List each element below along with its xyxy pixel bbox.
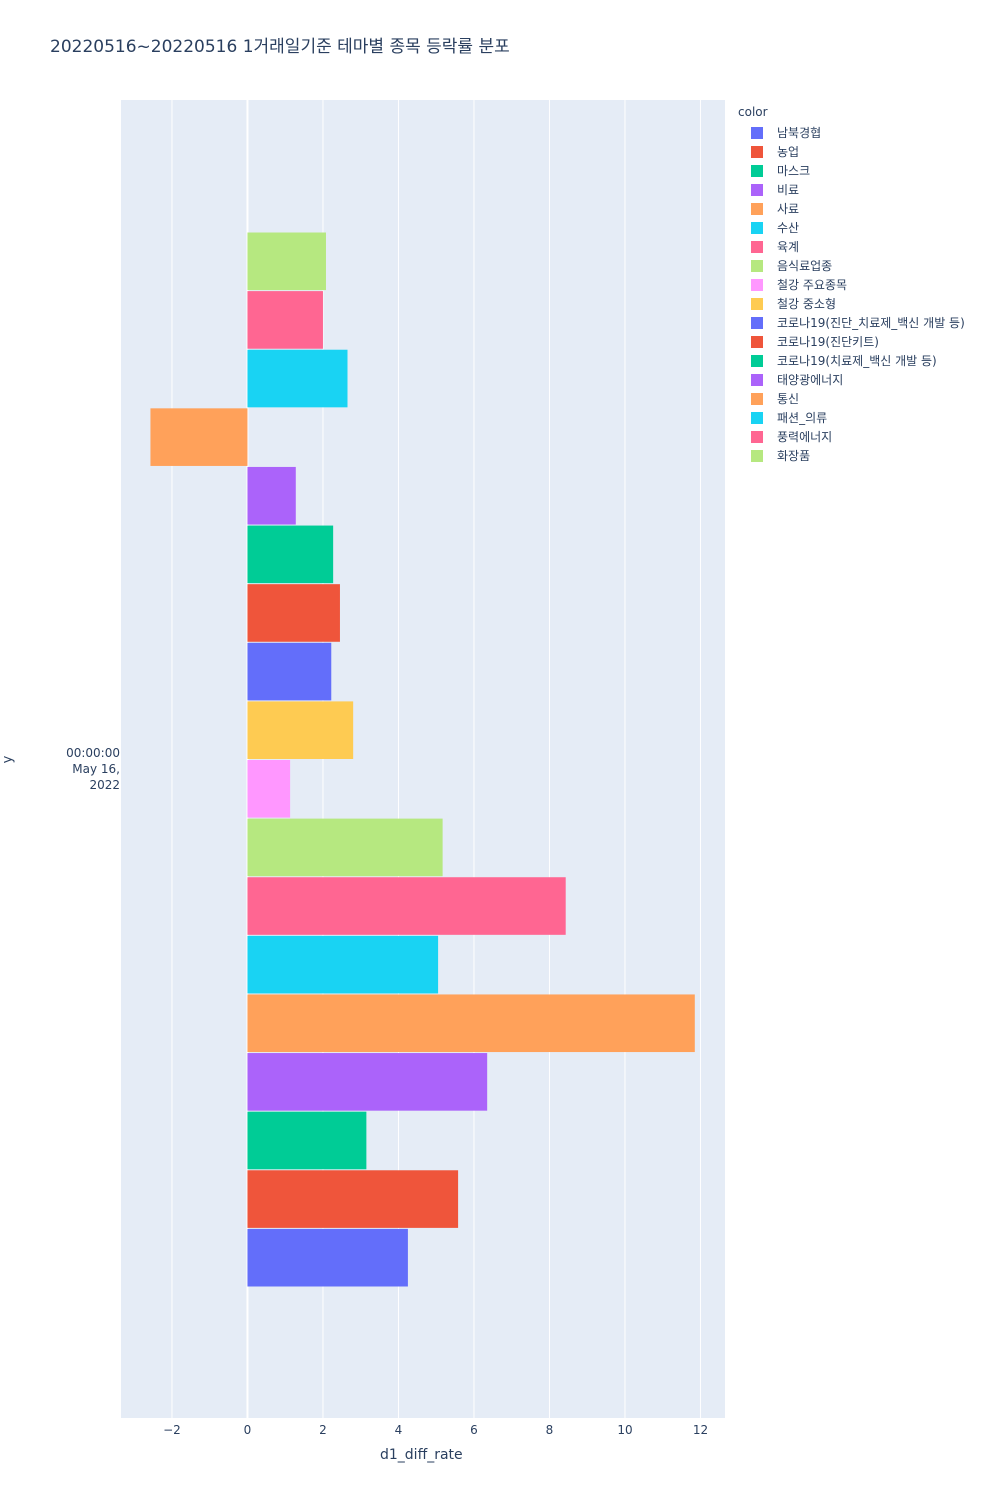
chart-title: 20220516~20220516 1거래일기준 테마별 종목 등락률 분포 — [50, 37, 510, 57]
legend-item[interactable]: 코로나19(치료제_백신 개발 등) — [738, 351, 965, 370]
legend-swatch — [751, 145, 763, 158]
legend-swatch — [751, 335, 763, 348]
legend-label: 철강 중소형 — [777, 297, 837, 311]
x-tick-label: 0 — [244, 1423, 252, 1437]
legend-label: 통신 — [777, 392, 800, 406]
x-tick-label: 8 — [546, 1423, 554, 1437]
y-tick-time: 00:00:00 — [66, 746, 120, 760]
bar-철강 중소형[interactable] — [247, 701, 354, 759]
y-tick-label: 00:00:00 May 16, 2022 — [38, 745, 120, 793]
legend-label: 남북경협 — [777, 126, 822, 140]
legend-item[interactable]: 코로나19(진단키트) — [738, 332, 965, 351]
legend-label: 사료 — [777, 202, 800, 216]
legend-swatch — [751, 316, 763, 329]
bar-남북경협[interactable] — [247, 1228, 408, 1287]
x-axis-title: d1_diff_rate — [380, 1447, 463, 1463]
legend-swatch — [751, 373, 763, 386]
legend-label: 마스크 — [777, 164, 811, 178]
bar-코로나19(진단키트)[interactable] — [247, 584, 340, 642]
legend-label: 화장품 — [777, 449, 811, 463]
legend-item[interactable]: 코로나19(진단_치료제_백신 개발 등) — [738, 313, 965, 332]
legend-title: color — [738, 105, 768, 119]
legend-label: 농업 — [777, 145, 800, 159]
legend-label: 패션_의류 — [777, 411, 828, 425]
legend-swatch — [751, 183, 763, 196]
legend-item[interactable]: 풍력에너지 — [738, 427, 965, 446]
bar-코로나19(치료제_백신 개발 등)[interactable] — [247, 525, 334, 584]
bar-패션_의류[interactable] — [247, 349, 348, 408]
x-tick-label: 10 — [617, 1423, 632, 1437]
legend-label: 풍력에너지 — [777, 430, 833, 444]
bar-코로나19(진단_치료제_백신 개발 등)[interactable] — [247, 642, 332, 701]
legend-item[interactable]: 철강 주요종목 — [738, 275, 965, 294]
legend-label: 비료 — [777, 183, 800, 197]
legend-swatch — [751, 392, 763, 405]
x-tick-label: −2 — [163, 1423, 181, 1437]
x-tick-label: 12 — [693, 1423, 708, 1437]
bar-철강 주요종목[interactable] — [247, 760, 291, 818]
bar-마스크[interactable] — [247, 1111, 367, 1170]
bar-농업[interactable] — [247, 1170, 459, 1228]
legend-item[interactable]: 철강 중소형 — [738, 294, 965, 313]
legend-swatch — [751, 240, 763, 253]
bar-비료[interactable] — [247, 1053, 488, 1111]
legend-label: 태양광에너지 — [777, 373, 844, 387]
x-tick-label: 2 — [319, 1423, 327, 1437]
legend-item[interactable]: 농업 — [738, 142, 965, 161]
legend-label: 코로나19(치료제_백신 개발 등) — [777, 354, 937, 368]
legend-label: 코로나19(진단키트) — [777, 335, 879, 349]
y-tick-date: May 16, 2022 — [72, 762, 120, 792]
legend-swatch — [751, 221, 763, 234]
legend-item[interactable]: 화장품 — [738, 446, 965, 465]
legend-item[interactable]: 통신 — [738, 389, 965, 408]
legend-item[interactable]: 육계 — [738, 237, 965, 256]
legend-swatch — [751, 430, 763, 443]
x-tick-label: 4 — [395, 1423, 403, 1437]
legend-swatch — [751, 411, 763, 424]
legend-swatch — [751, 202, 763, 215]
bars — [150, 232, 695, 1287]
legend-swatch — [751, 259, 763, 272]
legend-swatch — [751, 449, 763, 462]
legend-label: 코로나19(진단_치료제_백신 개발 등) — [777, 316, 965, 330]
bar-풍력에너지[interactable] — [247, 291, 323, 349]
legend-item[interactable]: 패션_의류 — [738, 408, 965, 427]
legend-swatch — [751, 164, 763, 177]
legend-label: 철강 주요종목 — [777, 278, 848, 292]
bar-수산[interactable] — [247, 935, 439, 994]
bar-사료[interactable] — [247, 994, 695, 1053]
legend-item[interactable]: 수산 — [738, 218, 965, 237]
legend-item[interactable]: 마스크 — [738, 161, 965, 180]
legend-label: 음식료업종 — [777, 259, 833, 273]
legend-item[interactable]: 사료 — [738, 199, 965, 218]
bar-통신[interactable] — [150, 408, 248, 466]
bar-음식료업종[interactable] — [247, 818, 443, 877]
x-axis-ticks: −2 0 2 4 6 8 10 12 — [163, 1423, 708, 1437]
bar-육계[interactable] — [247, 877, 566, 935]
legend-item[interactable]: 비료 — [738, 180, 965, 199]
legend-swatch — [751, 126, 763, 139]
legend-swatch — [751, 278, 763, 291]
legend-swatch — [751, 354, 763, 367]
legend-item[interactable]: 음식료업종 — [738, 256, 965, 275]
legend-label: 육계 — [777, 240, 800, 254]
legend-label: 수산 — [777, 221, 800, 235]
legend-item[interactable]: 남북경협 — [738, 123, 965, 142]
bar-태양광에너지[interactable] — [247, 466, 296, 525]
bar-화장품[interactable] — [247, 232, 326, 291]
x-tick-label: 6 — [470, 1423, 478, 1437]
legend-swatch — [751, 297, 763, 310]
y-axis-title: y — [0, 755, 16, 764]
legend-item[interactable]: 태양광에너지 — [738, 370, 965, 389]
